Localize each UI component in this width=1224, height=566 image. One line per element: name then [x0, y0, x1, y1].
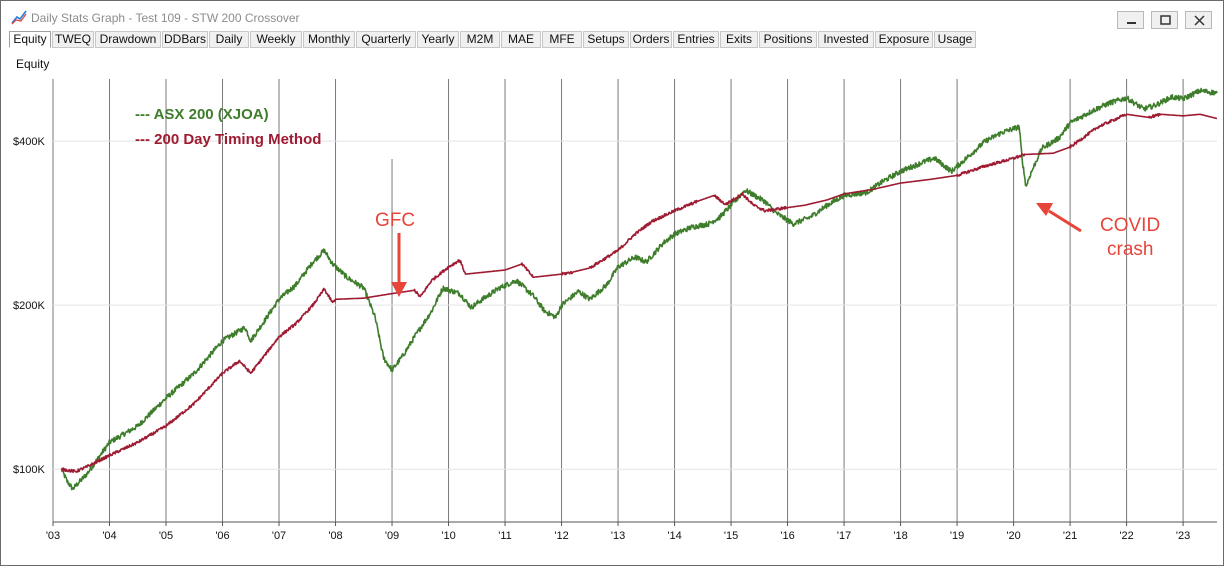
tab-yearly[interactable]: Yearly — [417, 31, 459, 48]
covid-arrow — [1048, 209, 1082, 233]
maximize-button[interactable] — [1151, 11, 1178, 29]
series-layer — [60, 87, 1218, 491]
tab-equity[interactable]: Equity — [9, 31, 51, 48]
x-tick-label: '15 — [724, 530, 738, 542]
y-axis-title: Equity — [16, 57, 49, 71]
tab-mae[interactable]: MAE — [501, 31, 541, 48]
chart-grid — [52, 79, 1217, 522]
x-tick-label: '23 — [1176, 530, 1190, 542]
minimize-button[interactable] — [1117, 11, 1144, 29]
close-icon — [1194, 15, 1205, 26]
x-tick-label: '11 — [498, 530, 512, 542]
annotation-covid: COVID — [1100, 215, 1160, 236]
x-tick-label: '12 — [554, 530, 568, 542]
tab-weekly[interactable]: Weekly — [250, 31, 302, 48]
maximize-icon — [1160, 15, 1171, 25]
graph-app-icon — [11, 10, 27, 25]
tab-mfe[interactable]: MFE — [542, 31, 582, 48]
x-tick-label: '16 — [780, 530, 794, 542]
tab-exits[interactable]: Exits — [720, 31, 758, 48]
x-tick-label: '05 — [159, 530, 173, 542]
x-tick-label: '03 — [46, 530, 60, 542]
annotations: GFC COVID crash — [375, 203, 1160, 297]
x-tick-label: '21 — [1063, 530, 1077, 542]
tab-entries[interactable]: Entries — [673, 31, 719, 48]
tab-usage[interactable]: Usage — [934, 31, 976, 48]
x-tick-label: '04 — [102, 530, 116, 542]
tab-m2m[interactable]: M2M — [460, 31, 500, 48]
x-tick-label: '08 — [328, 530, 342, 542]
x-tick-label: '06 — [215, 530, 229, 542]
chart-legend: --- ASX 200 (XJOA) --- 200 Day Timing Me… — [135, 106, 321, 148]
tab-tweq[interactable]: TWEQ — [52, 31, 94, 48]
x-tick-label: '13 — [611, 530, 625, 542]
title-bar[interactable]: Daily Stats Graph - Test 109 - STW 200 C… — [1, 1, 1223, 31]
tab-monthly[interactable]: Monthly — [303, 31, 355, 48]
y-axis: $100K $200K $400K — [13, 136, 45, 476]
series-line-asx200 — [60, 87, 1218, 491]
y-tick-label: $400K — [13, 136, 45, 148]
minimize-icon — [1127, 22, 1136, 24]
covid-arrowhead — [1036, 203, 1053, 216]
annotation-crash: crash — [1107, 239, 1153, 260]
x-tick-label: '18 — [893, 530, 907, 542]
x-tick-label: '07 — [272, 530, 286, 542]
tab-setups[interactable]: Setups — [583, 31, 629, 48]
legend-entry-asx200: --- ASX 200 (XJOA) — [135, 106, 269, 123]
x-tick-label: '14 — [667, 530, 681, 542]
tab-orders[interactable]: Orders — [630, 31, 672, 48]
x-axis: '03 '04 '05 '06 '07 '08 '09 '10 '11 '12 '13 '14 '15 '… — [46, 522, 1190, 542]
gfc-arrowhead — [391, 282, 407, 297]
y-tick-label: $100K — [13, 464, 45, 476]
y-tick-label: $200K — [13, 300, 45, 312]
tab-exposure[interactable]: Exposure — [875, 31, 933, 48]
x-tick-label: '20 — [1006, 530, 1020, 542]
annotation-gfc: GFC — [375, 210, 415, 231]
tab-quarterly[interactable]: Quarterly — [356, 31, 416, 48]
x-tick-label: '09 — [385, 530, 399, 542]
tab-invested[interactable]: Invested — [818, 31, 874, 48]
tab-daily[interactable]: Daily — [209, 31, 249, 48]
x-tick-label: '19 — [950, 530, 964, 542]
window-title: Daily Stats Graph - Test 109 - STW 200 C… — [31, 11, 300, 25]
legend-entry-timing: --- 200 Day Timing Method — [135, 131, 321, 148]
tab-ddbars[interactable]: DDBars — [162, 31, 208, 48]
x-tick-label: '22 — [1119, 530, 1133, 542]
x-tick-label: '17 — [837, 530, 851, 542]
close-button[interactable] — [1185, 11, 1212, 29]
series-line-timing-method — [61, 113, 1218, 474]
x-tick-label: '10 — [441, 530, 455, 542]
tab-positions[interactable]: Positions — [759, 31, 817, 48]
tab-drawdown[interactable]: Drawdown — [95, 31, 161, 48]
